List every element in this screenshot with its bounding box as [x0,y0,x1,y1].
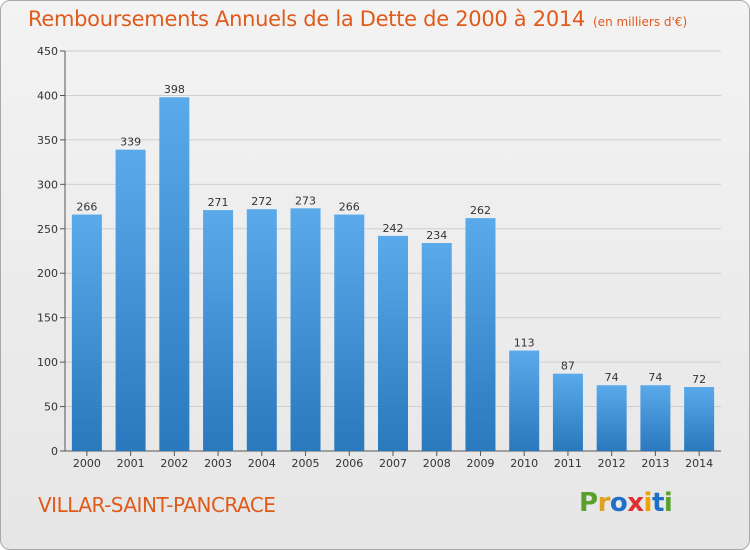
logo-letter: o [609,488,628,518]
logo-letter: x [627,488,644,518]
bar-value-label: 272 [251,195,272,208]
x-tick-label: 2010 [510,457,538,470]
label-layer: 266 339 398 271 272 273 266 242 234 262 113 87 74 74 7… [76,83,706,386]
bar [71,214,102,451]
city-name: VILLAR-SAINT-PANCRACE [38,493,276,517]
bar [640,385,671,451]
logo-letter: i [663,488,673,518]
y-tick-label: 450 [37,45,58,58]
x-tick-label: 2000 [73,457,101,470]
bar [596,385,627,451]
bar-value-label: 234 [426,229,447,242]
chart-title: Remboursements Annuels de la Dette de 20… [28,7,688,31]
x-tick-label: 2007 [379,457,407,470]
bar [465,218,496,451]
x-tick-label: 2011 [554,457,582,470]
y-tick-label: 0 [51,445,58,458]
bar [203,210,234,451]
x-tick-label: 2014 [685,457,713,470]
bar-value-label: 262 [470,204,491,217]
x-tick-label: 2003 [204,457,232,470]
y-tick-label: 50 [44,401,58,414]
bar [115,149,146,451]
bar [246,209,277,451]
bar-value-label: 113 [514,337,535,350]
bar-value-label: 87 [561,360,575,373]
bar-value-label: 74 [605,371,619,384]
x-tick-label: 2013 [641,457,669,470]
chart-subtitle: (en milliers d'€) [593,15,688,29]
y-tick-label: 100 [37,356,58,369]
bar-value-label: 242 [383,222,404,235]
x-tick-label: 2008 [423,457,451,470]
y-tick-label: 200 [37,267,58,280]
bar-value-label: 398 [164,83,185,96]
logo-letter: P [579,488,598,518]
bar [552,373,583,451]
bar [159,97,190,451]
logo-letter: t [651,488,664,518]
y-tick-label: 400 [37,89,58,102]
bar-value-label: 266 [76,201,97,214]
bar [509,350,540,451]
bar-value-label: 72 [692,373,706,386]
bar [378,235,408,451]
x-tick-label: 2005 [292,457,320,470]
x-tick-label: 2009 [466,457,494,470]
bar-value-label: 271 [208,196,229,209]
x-tick-label: 2006 [335,457,363,470]
x-tick-label: 2012 [598,457,626,470]
x-tick-label: 2004 [248,457,276,470]
logo-letter: i [643,488,653,518]
bar-layer [71,97,715,451]
y-tick-label: 300 [37,178,58,191]
x-tick-label: 2001 [117,457,145,470]
bar-value-label: 266 [339,201,360,214]
bar [290,208,321,451]
bar-value-label: 339 [120,136,141,149]
bar [421,243,452,451]
x-tick-label: 2002 [160,457,188,470]
proxiti-logo[interactable]: Proxiti [579,488,673,518]
bar [334,214,365,451]
logo-letter: r [597,488,611,518]
bar-value-label: 273 [295,194,316,207]
bar-value-label: 74 [648,371,662,384]
y-tick-label: 350 [37,134,58,147]
y-tick-label: 250 [37,223,58,236]
bar [684,387,715,451]
y-tick-label: 150 [37,312,58,325]
